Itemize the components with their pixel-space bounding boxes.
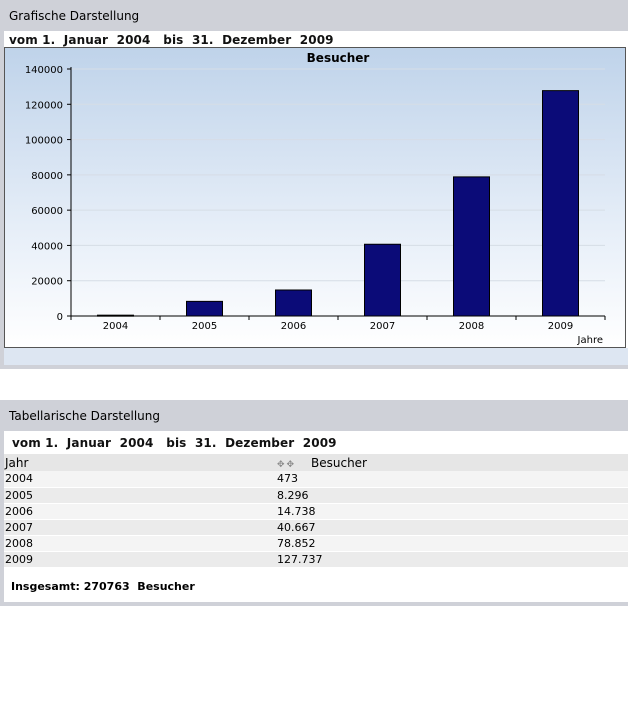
table-row: 2008 78.852 (4, 535, 628, 552)
cell-visitors: 78.852 (276, 535, 628, 552)
cell-visitors: 14.738 (276, 503, 628, 520)
column-header-visitors-label: Besucher (311, 455, 367, 470)
bar-2007 (364, 243, 401, 317)
bar-2005 (186, 300, 223, 317)
tabular-panel-header: Tabellarische Darstellung (0, 400, 628, 431)
y-tick-label: 120000 (25, 100, 63, 111)
y-tick-label: 80000 (31, 171, 63, 182)
y-tick-label: 100000 (25, 136, 63, 147)
table-row: 2009 127.737 (4, 551, 628, 568)
y-tick-label: 60000 (31, 206, 63, 217)
bar-chart: 0 20000 40000 60000 80000 100000 120000 140000 2… (25, 51, 606, 346)
y-tick-label: 20000 (31, 277, 63, 288)
tabular-date-range: vom 1. Januar 2004 bis 31. Dezember 2009 (12, 436, 337, 450)
x-tick-label: 2006 (281, 321, 306, 332)
x-tick-label: 2008 (459, 321, 484, 332)
cell-year: 2005 (4, 487, 276, 504)
x-axis-label: Jahre (577, 335, 603, 346)
graphic-panel-title: Grafische Darstellung (9, 9, 140, 23)
tabular-panel-bottom-border (0, 602, 628, 606)
cell-visitors: 127.737 (276, 551, 628, 568)
bar-2008 (453, 176, 490, 317)
graphic-panel-header: Grafische Darstellung (0, 0, 628, 31)
x-tick-label: 2005 (192, 321, 217, 332)
chart-title: Besucher (307, 51, 370, 65)
y-tick-label: 140000 (25, 65, 63, 76)
y-tick-label: 0 (57, 312, 63, 323)
table-row: 2007 40.667 (4, 519, 628, 536)
cell-visitors: 8.296 (276, 487, 628, 504)
column-header-visitors[interactable]: ✥✥ Besucher (276, 454, 628, 471)
chart-bottom-strip (4, 348, 628, 365)
tabular-panel-title: Tabellarische Darstellung (9, 409, 161, 423)
cell-visitors: 473 (276, 471, 628, 488)
chart-frame: 0 20000 40000 60000 80000 100000 120000 140000 2… (4, 47, 626, 348)
tabular-panel-left-border (0, 431, 4, 606)
x-tick-label: 2009 (548, 321, 573, 332)
table-row: 2006 14.738 (4, 503, 628, 520)
cell-year: 2006 (4, 503, 276, 520)
graphic-panel-bottom-border (0, 365, 628, 369)
x-tick-label: 2007 (370, 321, 395, 332)
cell-year: 2004 (4, 471, 276, 488)
graphic-date-range: vom 1. Januar 2004 bis 31. Dezember 2009 (9, 33, 334, 47)
bar-2004 (97, 314, 134, 317)
x-tick-label: 2004 (103, 321, 128, 332)
table-row: 2004 473 (4, 471, 628, 488)
cell-year: 2009 (4, 551, 276, 568)
column-header-year[interactable]: Jahr (4, 454, 276, 471)
table-header-row: Jahr ✥✥ Besucher (4, 454, 628, 471)
table-row: 2005 8.296 (4, 487, 628, 504)
cell-visitors: 40.667 (276, 519, 628, 536)
y-tick-label: 40000 (31, 241, 63, 252)
graphic-panel-left-border (0, 31, 4, 369)
visitors-table: Jahr ✥✥ Besucher 2004 473 2005 8.296 2006 14.7… (4, 454, 628, 568)
total-visitors: Insgesamt: 270763 Besucher (11, 580, 195, 593)
sort-arrows-icon[interactable]: ✥✥ (277, 459, 297, 470)
cell-year: 2007 (4, 519, 276, 536)
bar-2009 (542, 90, 579, 317)
cell-year: 2008 (4, 535, 276, 552)
bar-2006 (275, 289, 312, 317)
